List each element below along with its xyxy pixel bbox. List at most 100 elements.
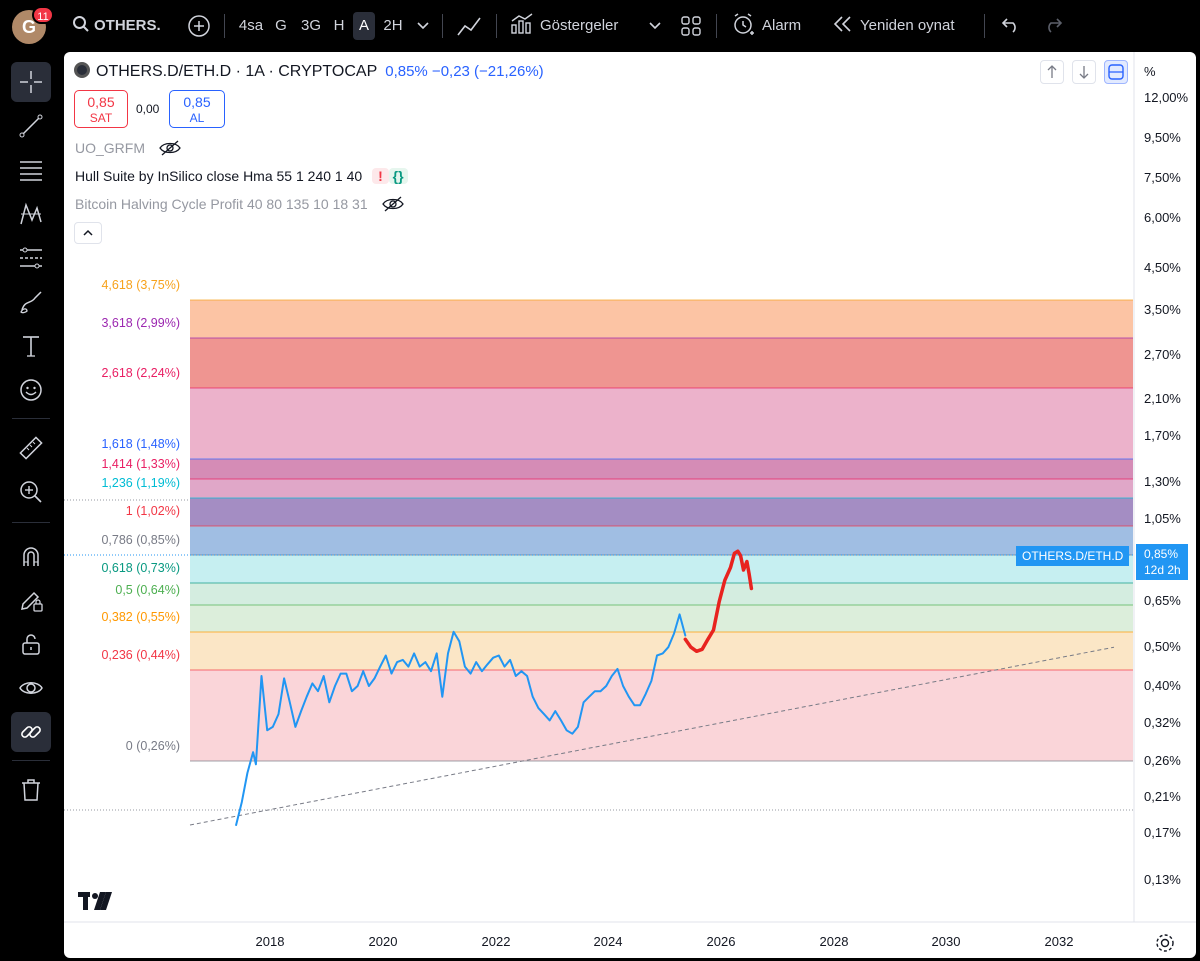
scroll-down-button[interactable] <box>1072 60 1096 84</box>
measure-tool[interactable] <box>11 428 51 468</box>
fib-level-label: 0 (0,26%) <box>125 739 180 753</box>
fib-band[interactable] <box>190 583 1133 605</box>
line-chart-icon <box>457 17 481 36</box>
sell-button[interactable]: 0,85 SAT <box>74 90 128 128</box>
plus-circle-icon <box>188 15 210 37</box>
fib-band[interactable] <box>190 670 1133 761</box>
chart-canvas[interactable] <box>64 52 1196 958</box>
price-scale-unit[interactable]: % <box>1144 64 1156 79</box>
fib-tool[interactable] <box>11 150 51 190</box>
indicator-name: Bitcoin Halving Cycle Profit 40 80 135 1… <box>75 196 368 212</box>
price-tick-label: 1,30% <box>1144 474 1181 489</box>
indicator-bitcoin-halving[interactable]: Bitcoin Halving Cycle Profit 40 80 135 1… <box>75 196 404 212</box>
toolbar-divider <box>224 14 225 38</box>
price-tick-label: 2,70% <box>1144 347 1181 362</box>
toolbar-divider <box>442 14 443 38</box>
buy-label: AL <box>189 111 205 125</box>
timeframe-4sa[interactable]: 4sa <box>238 17 264 34</box>
undo-button[interactable] <box>996 12 1026 40</box>
fib-band[interactable] <box>190 300 1133 338</box>
crosshair-tool[interactable] <box>11 62 51 102</box>
indicator-name: UO_GRFM <box>75 140 145 156</box>
chart-panel[interactable]: OTHERS.D/ETH.D · 1A · CRYPTOCAP 0,85% −0,… <box>64 52 1196 958</box>
timeframe-g[interactable]: G <box>275 17 287 34</box>
crosshair-icon <box>20 71 42 93</box>
text-tool[interactable] <box>11 326 51 366</box>
eye-hidden-icon[interactable] <box>159 140 181 156</box>
fib-bands[interactable] <box>190 300 1133 761</box>
fib-level-label: 0,382 (0,55%) <box>101 610 180 624</box>
timeframe-dropdown[interactable] <box>412 12 434 40</box>
alarm-clock-icon <box>734 13 754 35</box>
lock-all-tool[interactable] <box>11 624 51 664</box>
prediction-tool[interactable] <box>11 238 51 278</box>
forecast-icon <box>20 247 42 269</box>
replay-button[interactable]: Yeniden oynat <box>832 12 972 40</box>
fib-level-label: 3,618 (2,99%) <box>101 316 180 330</box>
emoji-tool[interactable] <box>11 370 51 410</box>
timeframe-a[interactable]: A <box>353 12 375 40</box>
timeframe-3g[interactable]: 3G <box>300 17 321 34</box>
price-series-line[interactable] <box>235 613 687 826</box>
fib-level-label: 1,236 (1,19%) <box>101 476 180 490</box>
compare-symbol-button[interactable] <box>184 12 214 40</box>
remove-drawings-tool[interactable] <box>11 770 51 810</box>
timeframe-2h[interactable]: 2H <box>383 17 403 34</box>
indicators-dropdown[interactable] <box>644 12 666 40</box>
fib-band[interactable] <box>190 338 1133 388</box>
fib-level-label: 0,618 (0,73%) <box>101 561 180 575</box>
fib-band[interactable] <box>190 555 1133 583</box>
legend-title-row[interactable]: OTHERS.D/ETH.D · 1A · CRYPTOCAP 0,85% −0,… <box>74 62 544 81</box>
fib-band[interactable] <box>190 632 1133 670</box>
link-icon <box>21 726 41 738</box>
scroll-up-button[interactable] <box>1040 60 1064 84</box>
bar-countdown: 12d 2h <box>1144 563 1181 577</box>
settings-gear-icon[interactable] <box>1154 932 1176 954</box>
brush-tool[interactable] <box>11 282 51 322</box>
fib-band[interactable] <box>190 388 1133 459</box>
chart-type-button[interactable] <box>452 12 486 40</box>
lock-drawing-tool[interactable] <box>11 580 51 620</box>
sell-price: 0,85 <box>87 94 115 110</box>
legend-symbol: OTHERS.D/ETH.D · 1A · CRYPTOCAP <box>96 63 378 80</box>
fib-band[interactable] <box>190 459 1133 479</box>
price-tick-label: 9,50% <box>1144 130 1181 145</box>
tool-divider <box>12 418 50 419</box>
hand-drawn-projection[interactable] <box>683 549 754 654</box>
fib-band[interactable] <box>190 479 1133 498</box>
zoom-tool[interactable] <box>11 472 51 512</box>
fib-level-label: 0,5 (0,64%) <box>115 583 180 597</box>
symbol-search-button[interactable]: OTHERS. <box>72 12 172 40</box>
price-tick-label: 0,17% <box>1144 825 1181 840</box>
fib-band[interactable] <box>190 605 1133 632</box>
tradingview-logo-icon[interactable] <box>78 890 114 912</box>
auto-scale-button[interactable] <box>1104 60 1128 84</box>
fib-band[interactable] <box>190 526 1133 555</box>
pattern-tool[interactable] <box>11 194 51 234</box>
magnet-icon <box>23 547 39 566</box>
price-tick-label: 0,50% <box>1144 639 1181 654</box>
fib-level-label: 0,786 (0,85%) <box>101 533 180 547</box>
layout-button[interactable] <box>676 12 706 40</box>
magnet-tool[interactable] <box>11 536 51 576</box>
error-badge[interactable]: ! <box>372 168 389 184</box>
sync-drawings-tool[interactable] <box>11 712 51 752</box>
source-code-badge[interactable]: {} <box>388 168 408 184</box>
trash-icon <box>22 779 40 801</box>
fib-level-label: 1,414 (1,33%) <box>101 457 180 471</box>
timeframe-h[interactable]: H <box>333 17 345 34</box>
search-icon <box>73 16 89 32</box>
indicator-uo-grfm[interactable]: UO_GRFM <box>75 140 181 156</box>
alarm-button[interactable]: Alarm <box>732 12 816 40</box>
indicators-button[interactable]: Göstergeler <box>510 12 634 40</box>
dashed-trendline[interactable] <box>189 646 1115 826</box>
fib-level-label: 2,618 (2,24%) <box>101 366 180 380</box>
fib-band[interactable] <box>190 498 1133 526</box>
trend-line-tool[interactable] <box>11 106 51 146</box>
hide-drawings-tool[interactable] <box>11 668 51 708</box>
collapse-legend-button[interactable] <box>74 222 102 244</box>
redo-button[interactable] <box>1038 12 1068 40</box>
eye-hidden-icon[interactable] <box>381 196 404 212</box>
indicator-hull-suite[interactable]: Hull Suite by InSilico close Hma 55 1 24… <box>75 168 408 184</box>
buy-button[interactable]: 0,85 AL <box>169 90 225 128</box>
